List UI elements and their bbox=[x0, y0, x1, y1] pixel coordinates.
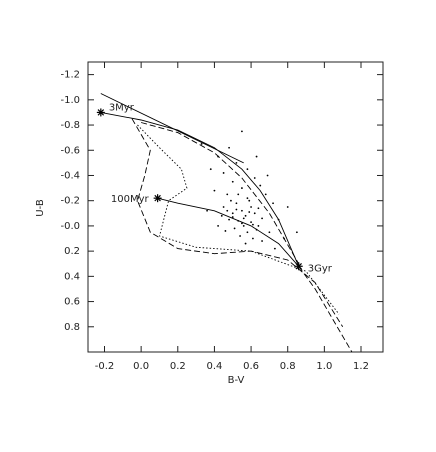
x-tick-label: 0.6 bbox=[243, 361, 259, 372]
x-axis-label: B-V bbox=[228, 375, 245, 386]
data-point bbox=[246, 231, 249, 234]
data-point bbox=[248, 211, 251, 213]
data-point bbox=[272, 202, 274, 205]
x-tick-label: -0.2 bbox=[95, 361, 115, 372]
y-tick-label: -0.2 bbox=[60, 196, 80, 207]
y-tick-label: -0.0 bbox=[60, 221, 80, 232]
data-point bbox=[231, 180, 234, 183]
data-point bbox=[248, 199, 251, 202]
data-point bbox=[268, 231, 271, 234]
data-point bbox=[239, 235, 241, 237]
data-point bbox=[224, 230, 227, 232]
data-point bbox=[235, 161, 238, 164]
track-line bbox=[140, 122, 300, 264]
data-point bbox=[228, 146, 230, 149]
data-point bbox=[295, 231, 298, 234]
data-point bbox=[244, 242, 247, 245]
data-point bbox=[217, 225, 219, 227]
data-point bbox=[250, 206, 252, 208]
data-point bbox=[206, 209, 208, 212]
star-marker bbox=[96, 108, 105, 117]
annotation: 3Gyr bbox=[308, 263, 333, 274]
x-tick-label: 0.2 bbox=[170, 361, 186, 372]
data-point bbox=[200, 143, 203, 145]
data-point bbox=[261, 240, 263, 242]
data-point bbox=[252, 223, 254, 226]
data-point bbox=[246, 168, 249, 171]
data-point bbox=[242, 217, 245, 220]
data-point bbox=[286, 206, 289, 208]
x-tick-label: 1.2 bbox=[353, 361, 369, 372]
data-point bbox=[266, 174, 269, 177]
star-marker bbox=[294, 262, 303, 271]
data-point bbox=[283, 237, 285, 240]
data-point bbox=[252, 237, 254, 240]
data-point bbox=[255, 155, 258, 158]
data-point bbox=[253, 212, 256, 215]
data-point bbox=[222, 206, 225, 208]
data-point bbox=[231, 212, 234, 215]
data-point bbox=[241, 187, 243, 189]
star-stroke bbox=[295, 263, 302, 270]
x-tick-label: 0.0 bbox=[133, 361, 149, 372]
data-point bbox=[242, 225, 245, 227]
track-line bbox=[298, 266, 353, 353]
data-point bbox=[241, 209, 243, 212]
track-line bbox=[137, 124, 340, 315]
data-point bbox=[226, 209, 229, 212]
data-point bbox=[226, 193, 229, 196]
data-point bbox=[257, 207, 260, 210]
track-line bbox=[157, 197, 300, 267]
y-tick-label: 0.6 bbox=[64, 297, 80, 308]
y-tick-label: 0.2 bbox=[64, 246, 80, 257]
data-point bbox=[277, 218, 280, 221]
x-tick-label: 1.0 bbox=[316, 361, 332, 372]
data-point bbox=[237, 219, 240, 222]
track-line bbox=[131, 118, 344, 328]
y-tick-label: -0.8 bbox=[60, 120, 80, 131]
data-point bbox=[220, 214, 223, 217]
track-line bbox=[100, 111, 300, 267]
y-tick-label: -1.0 bbox=[60, 95, 80, 106]
y-tick-label: -0.4 bbox=[60, 170, 80, 181]
data-point bbox=[241, 130, 243, 133]
data-point bbox=[253, 177, 256, 179]
annotation: 100Myr bbox=[111, 194, 150, 205]
y-tick-label: -0.6 bbox=[60, 145, 80, 156]
x-tick-label: 0.8 bbox=[280, 361, 296, 372]
data-point bbox=[250, 221, 252, 224]
y-axis-label: U-B bbox=[35, 199, 46, 217]
data-point bbox=[241, 222, 243, 225]
data-point bbox=[233, 227, 236, 230]
star-stroke bbox=[97, 109, 105, 116]
data-point bbox=[237, 193, 240, 196]
y-tick-label: 0.8 bbox=[64, 322, 80, 333]
data-point bbox=[217, 155, 219, 158]
data-point bbox=[244, 214, 247, 217]
y-tick-label: -1.2 bbox=[60, 70, 80, 81]
data-point bbox=[246, 197, 249, 200]
star-stroke bbox=[154, 194, 161, 202]
data-point bbox=[209, 168, 212, 171]
data-point bbox=[264, 193, 267, 196]
data-point bbox=[257, 225, 260, 227]
data-point bbox=[235, 202, 238, 205]
data-point bbox=[273, 247, 276, 250]
data-point bbox=[228, 218, 230, 221]
data-point bbox=[259, 184, 262, 187]
data-point bbox=[231, 216, 234, 218]
annotation: 3Myr bbox=[109, 102, 135, 113]
data-point bbox=[213, 189, 216, 192]
data-point bbox=[255, 228, 258, 231]
data-point bbox=[222, 172, 225, 174]
data-point bbox=[230, 199, 232, 202]
star-marker bbox=[153, 194, 162, 203]
y-tick-label: 0.4 bbox=[64, 271, 80, 282]
x-tick-label: 0.4 bbox=[206, 361, 222, 372]
data-point bbox=[235, 208, 238, 211]
plot-frame bbox=[87, 61, 384, 353]
data-point bbox=[261, 217, 263, 220]
